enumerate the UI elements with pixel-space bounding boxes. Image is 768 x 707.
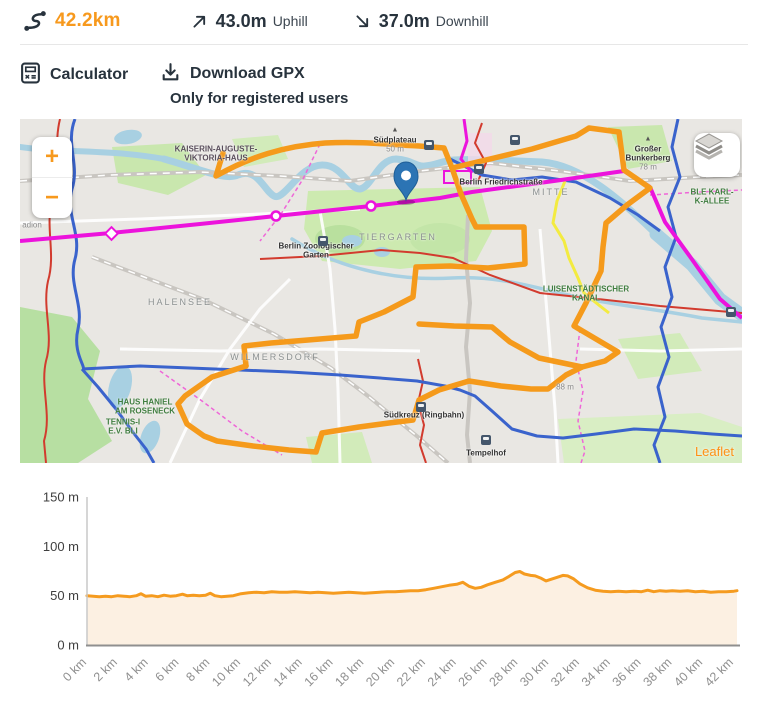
y-tick-label: 100 m xyxy=(43,539,79,554)
x-tick-label: 14 km xyxy=(271,655,305,689)
distance-value: 42.2km xyxy=(55,10,121,31)
x-tick-label: 34 km xyxy=(579,655,613,689)
x-tick-label: 12 km xyxy=(240,655,274,689)
calculator-icon xyxy=(20,62,41,87)
station-icon xyxy=(424,140,434,150)
route-distance-icon xyxy=(20,8,47,34)
download-gpx-label: Download GPX xyxy=(190,64,305,82)
x-tick-label: 26 km xyxy=(456,655,490,689)
x-tick-label: 6 km xyxy=(152,655,181,684)
uphill-arrow-icon xyxy=(191,13,208,30)
x-tick-label: 32 km xyxy=(548,655,582,689)
route-map[interactable]: KAISERIN-AUGUSTE- VIKTORIA-HAUS ▲ Südplatea… xyxy=(20,119,742,463)
y-tick-label: 0 m xyxy=(57,638,79,653)
station-icon xyxy=(726,307,736,317)
elevation-chart: 150 m 100 m 50 m 0 m 0 km 2 km 4 km 6 km 8 km 10… xyxy=(0,483,768,707)
map-marker-pin[interactable] xyxy=(393,161,419,205)
x-tick-label: 38 km xyxy=(640,655,674,689)
station-icon xyxy=(474,164,484,174)
map-streets xyxy=(20,207,742,463)
map-railways xyxy=(20,160,742,463)
x-tick-label: 10 km xyxy=(209,655,243,689)
uphill-stat: 43.0m Uphill xyxy=(191,11,308,32)
x-tick-label: 22 km xyxy=(394,655,428,689)
x-tick-label: 8 km xyxy=(183,655,212,684)
map-dashed-pink-routes xyxy=(159,143,742,463)
downhill-stat: 37.0m Downhill xyxy=(354,11,489,32)
downhill-arrow-icon xyxy=(354,13,371,30)
x-tick-label: 2 km xyxy=(91,655,120,684)
x-tick-label: 0 km xyxy=(60,655,89,684)
zoom-out-button[interactable]: − xyxy=(44,184,59,211)
y-axis-ticks: 150 m 100 m 50 m 0 m xyxy=(43,490,79,653)
map-zoom-control: + − xyxy=(32,137,72,218)
x-tick-label: 30 km xyxy=(517,655,551,689)
calculator-label: Calculator xyxy=(50,65,129,83)
zoom-control-separator xyxy=(32,177,72,178)
x-tick-label: 40 km xyxy=(671,655,705,689)
x-tick-label: 42 km xyxy=(702,655,736,689)
x-tick-label: 24 km xyxy=(425,655,459,689)
station-icon xyxy=(510,135,520,145)
map-yellow-route xyxy=(551,180,610,315)
x-tick-label: 4 km xyxy=(122,655,151,684)
x-tick-label: 36 km xyxy=(610,655,644,689)
y-tick-label: 50 m xyxy=(50,588,79,603)
calculator-button[interactable]: Calculator xyxy=(20,62,128,87)
station-icon xyxy=(318,236,328,246)
divider xyxy=(20,44,748,45)
download-icon xyxy=(160,61,181,86)
route-stats-bar: 42.2km 43.0m Uphill 37.0m Downhill xyxy=(20,4,489,38)
download-gpx-button[interactable]: Download GPX xyxy=(160,61,305,86)
elevation-line xyxy=(85,570,739,599)
elevation-area-fill xyxy=(87,571,737,645)
station-icon xyxy=(416,402,426,412)
map-orange-route[interactable] xyxy=(175,125,653,455)
map-canvas xyxy=(20,119,742,463)
x-tick-label: 16 km xyxy=(302,655,336,689)
leaflet-attribution-link[interactable]: Leaflet xyxy=(694,444,734,459)
x-tick-label: 28 km xyxy=(486,655,520,689)
y-tick-label: 150 m xyxy=(43,490,79,505)
station-icon xyxy=(481,435,491,445)
uphill-value: 43.0m xyxy=(215,10,267,31)
x-tick-label: 20 km xyxy=(363,655,397,689)
download-note: Only for registered users xyxy=(170,90,349,107)
zoom-in-button[interactable]: + xyxy=(44,143,59,170)
distance-stat: 42.2km xyxy=(20,8,121,34)
uphill-label: Uphill xyxy=(272,13,308,29)
downhill-value: 37.0m xyxy=(378,10,430,31)
map-layers-button[interactable] xyxy=(694,133,740,177)
downhill-label: Downhill xyxy=(435,13,489,29)
map-magenta-route xyxy=(20,119,742,320)
x-tick-label: 18 km xyxy=(332,655,366,689)
